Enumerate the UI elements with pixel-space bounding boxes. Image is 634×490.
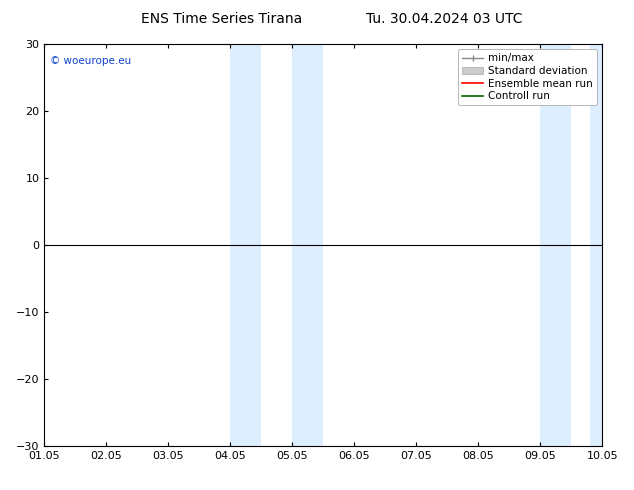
Text: Tu. 30.04.2024 03 UTC: Tu. 30.04.2024 03 UTC (366, 12, 522, 26)
Text: ENS Time Series Tirana: ENS Time Series Tirana (141, 12, 302, 26)
Bar (230, 44, 261, 446)
Text: © woeurope.eu: © woeurope.eu (50, 56, 131, 66)
Bar (590, 44, 621, 446)
Legend: min/max, Standard deviation, Ensemble mean run, Controll run: min/max, Standard deviation, Ensemble me… (458, 49, 597, 105)
Bar (292, 44, 323, 446)
Bar (540, 44, 571, 446)
